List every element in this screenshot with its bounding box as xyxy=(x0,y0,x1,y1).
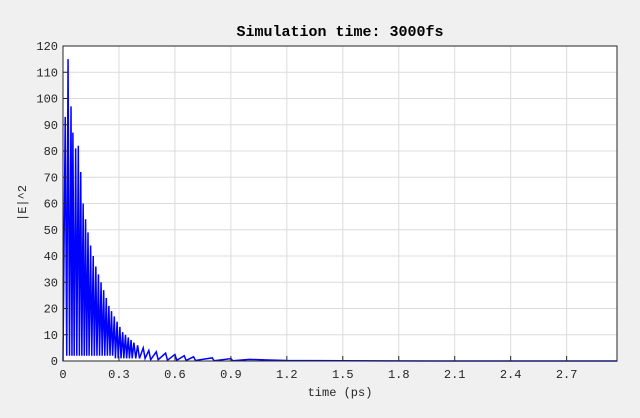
x-tick-label: 0 xyxy=(59,368,66,382)
y-tick-label: 30 xyxy=(44,276,58,290)
y-tick-label: 10 xyxy=(44,329,58,343)
y-tick-label: 60 xyxy=(44,198,58,212)
y-tick-label: 70 xyxy=(44,171,58,185)
data-line xyxy=(62,59,617,362)
y-tick-label: 40 xyxy=(44,250,58,264)
y-tick-label: 120 xyxy=(36,40,58,54)
y-tick-label: 20 xyxy=(44,303,58,317)
marks xyxy=(62,59,617,362)
y-tick-label: 50 xyxy=(44,224,58,238)
x-axis-label: time (ps) xyxy=(308,386,373,400)
x-tick-label: 2.4 xyxy=(500,368,522,382)
x-tick-label: 1.2 xyxy=(276,368,298,382)
grid xyxy=(62,45,617,362)
y-tick-label: 80 xyxy=(44,145,58,159)
ticks: 0 10 20 30 40 50 60 70 80 90 100 110 120 0 0.3 0.6 0.9 1.… xyxy=(36,40,577,382)
y-axis-label: |E|^2 xyxy=(16,185,30,221)
x-tick-label: 2.1 xyxy=(444,368,466,382)
y-tick-label: 100 xyxy=(36,93,58,107)
chart-title: Simulation time: 3000fs xyxy=(236,24,443,41)
y-tick-label: 0 xyxy=(51,355,58,369)
x-tick-label: 0.9 xyxy=(220,368,242,382)
x-tick-label: 1.8 xyxy=(388,368,410,382)
x-tick-label: 0.6 xyxy=(164,368,186,382)
y-tick-label: 110 xyxy=(36,66,58,80)
x-tick-label: 0.3 xyxy=(108,368,130,382)
x-tick-label: 2.7 xyxy=(556,368,578,382)
y-tick-label: 90 xyxy=(44,119,58,133)
x-tick-label: 1.5 xyxy=(332,368,354,382)
